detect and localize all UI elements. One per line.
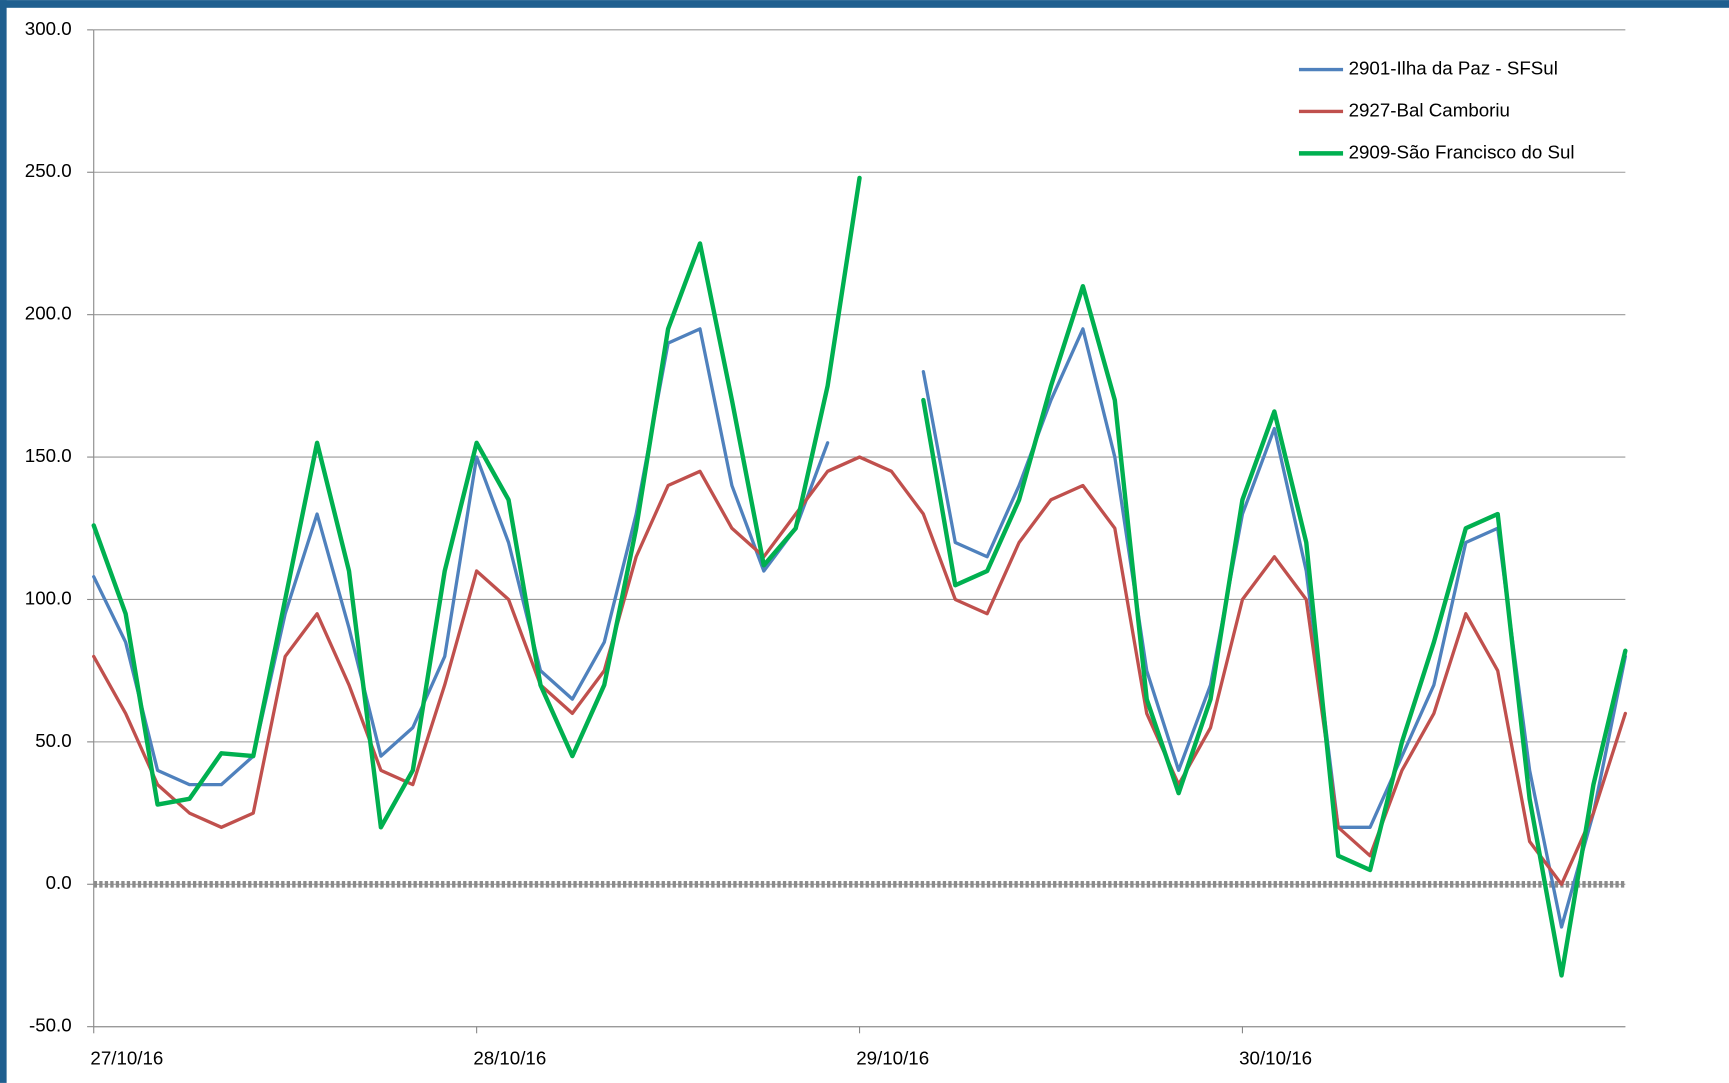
legend-label: 2927-Bal Camboriu xyxy=(1349,99,1510,120)
frame-left xyxy=(0,0,7,1083)
x-tick-label: 27/10/16 xyxy=(90,1048,163,1069)
y-tick-label: 0.0 xyxy=(46,872,72,893)
y-tick-label: -50.0 xyxy=(29,1015,72,1036)
series-line xyxy=(92,455,1628,886)
frame-top xyxy=(0,0,1729,8)
y-tick-label: 300.0 xyxy=(25,18,72,39)
plot-area xyxy=(91,175,1628,978)
y-tick-label: 250.0 xyxy=(25,160,72,181)
x-tick-label: 29/10/16 xyxy=(856,1048,929,1069)
series-line xyxy=(91,175,1628,978)
x-tick-label: 28/10/16 xyxy=(473,1048,546,1069)
x-tick-label: 30/10/16 xyxy=(1239,1048,1312,1069)
legend: 2901-Ilha da Paz - SFSul 2927-Bal Cambori… xyxy=(1298,58,1575,162)
y-tick-label: 150.0 xyxy=(25,445,72,466)
legend-label: 2909-São Francisco do Sul xyxy=(1349,141,1575,162)
legend-label: 2901-Ilha da Paz - SFSul xyxy=(1349,58,1558,79)
y-tick-label: 200.0 xyxy=(25,303,72,324)
y-tick-label: 100.0 xyxy=(25,587,72,608)
y-tick-label: 50.0 xyxy=(35,730,71,751)
